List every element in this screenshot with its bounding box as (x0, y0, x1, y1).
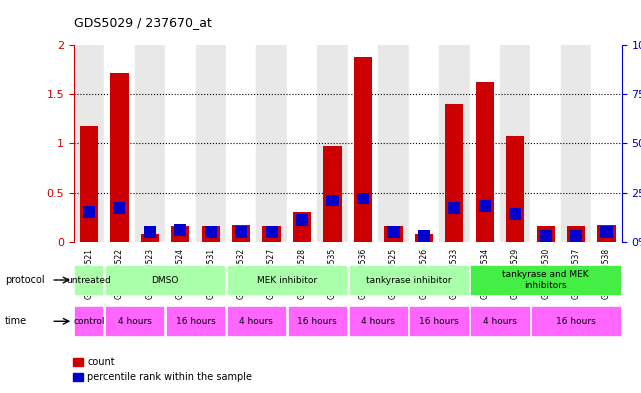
Text: 16 hours: 16 hours (556, 317, 596, 326)
Bar (601, 226, 613, 238)
Bar (235, 226, 247, 238)
Text: tankyrase and MEK
inhibitors: tankyrase and MEK inhibitors (503, 270, 589, 290)
Bar (287, 45, 317, 242)
Bar (144, 226, 156, 238)
Text: 16 hours: 16 hours (297, 317, 337, 326)
Bar (105, 265, 225, 295)
Bar (80, 126, 98, 242)
Text: 4 hours: 4 hours (362, 317, 395, 326)
Bar (418, 230, 430, 242)
Bar (135, 45, 165, 242)
Text: GDS5029 / 237670_at: GDS5029 / 237670_at (74, 16, 212, 29)
Bar (384, 226, 403, 242)
Text: 4 hours: 4 hours (240, 317, 273, 326)
Bar (104, 45, 135, 242)
Bar (141, 234, 159, 242)
Text: 16 hours: 16 hours (176, 317, 215, 326)
Bar (354, 57, 372, 242)
Bar (500, 45, 530, 242)
Bar (448, 202, 460, 214)
Bar (227, 265, 347, 295)
Text: MEK inhibitor: MEK inhibitor (257, 275, 317, 285)
Bar (349, 265, 469, 295)
Bar (506, 136, 524, 242)
Bar (567, 226, 585, 242)
Text: tankyrase inhibitor: tankyrase inhibitor (366, 275, 451, 285)
Bar (597, 225, 615, 242)
Bar (531, 306, 621, 336)
Bar (74, 306, 103, 336)
Bar (166, 306, 225, 336)
Text: 4 hours: 4 hours (483, 317, 517, 326)
Text: DMSO: DMSO (151, 275, 179, 285)
Bar (324, 146, 342, 242)
Bar (570, 230, 582, 242)
Bar (357, 193, 369, 204)
Bar (530, 45, 561, 242)
Text: protocol: protocol (5, 275, 45, 285)
Bar (196, 45, 226, 242)
Bar (83, 206, 95, 218)
Bar (263, 226, 281, 242)
Bar (265, 226, 278, 238)
Bar (293, 212, 311, 242)
Bar (439, 45, 469, 242)
Bar (317, 45, 347, 242)
Bar (256, 45, 287, 242)
Bar (410, 306, 469, 336)
Bar (288, 306, 347, 336)
Bar (537, 226, 554, 242)
Bar (387, 226, 399, 238)
Bar (378, 45, 409, 242)
Bar (540, 230, 552, 242)
Bar (105, 306, 164, 336)
Bar (296, 214, 308, 226)
Bar (445, 104, 463, 242)
Bar (74, 45, 104, 242)
Bar (591, 45, 622, 242)
Bar (509, 208, 521, 220)
Bar (171, 226, 190, 242)
Bar (479, 200, 491, 212)
Bar (470, 265, 621, 295)
Text: control: control (73, 317, 104, 326)
Bar (232, 225, 250, 242)
Bar (326, 195, 338, 206)
Legend: count, percentile rank within the sample: count, percentile rank within the sample (69, 354, 256, 386)
Bar (227, 306, 286, 336)
Bar (476, 82, 494, 242)
Bar (470, 306, 529, 336)
Text: time: time (5, 316, 28, 326)
Bar (349, 306, 408, 336)
Text: untreated: untreated (67, 275, 112, 285)
Bar (204, 226, 217, 238)
Bar (226, 45, 256, 242)
Bar (110, 73, 128, 242)
Bar (165, 45, 196, 242)
Bar (201, 226, 220, 242)
Bar (561, 45, 591, 242)
Bar (415, 234, 433, 242)
Bar (347, 45, 378, 242)
Bar (469, 45, 500, 242)
Bar (409, 45, 439, 242)
Bar (74, 265, 103, 295)
Bar (113, 202, 126, 214)
Text: 16 hours: 16 hours (419, 317, 459, 326)
Bar (174, 224, 187, 236)
Text: 4 hours: 4 hours (118, 317, 151, 326)
